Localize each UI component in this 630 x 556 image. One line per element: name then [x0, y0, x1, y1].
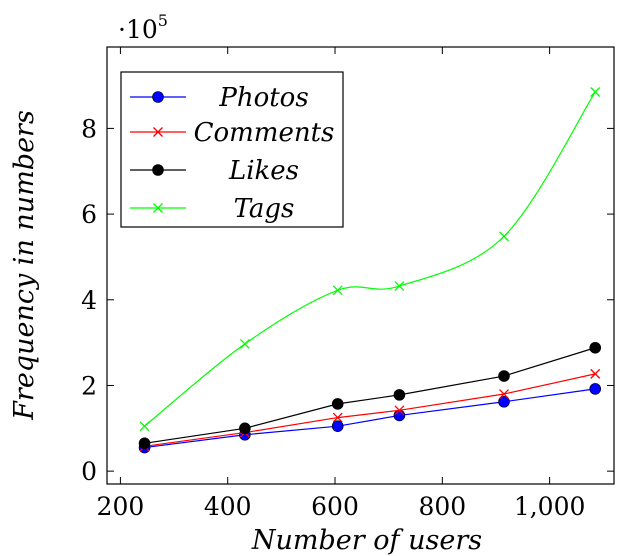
data-point-comments — [590, 368, 601, 379]
legend-item-likes: Likes — [130, 156, 299, 186]
data-point-likes — [393, 389, 406, 401]
legend-label-comments: Comments — [194, 118, 335, 148]
legend-item-tags: Tags — [130, 194, 294, 224]
y-scale-exponent: 5 — [158, 11, 168, 30]
data-point-tags — [139, 421, 150, 432]
data-point-likes — [239, 422, 251, 435]
x-tick-label: 600 — [311, 492, 359, 521]
series-line-photos — [144, 388, 596, 449]
x-tick-label: 800 — [418, 492, 466, 521]
series-photos — [138, 383, 602, 454]
y-tick-label: 2 — [81, 371, 97, 400]
data-point-likes — [589, 341, 602, 354]
data-point-likes — [498, 370, 510, 382]
series-likes — [138, 341, 602, 450]
data-point-tags — [499, 231, 509, 242]
y-axis-title: Frequency in numbers — [9, 110, 40, 421]
data-point-likes — [331, 398, 344, 410]
data-point-photos — [498, 395, 510, 408]
y-tick-label: 8 — [81, 114, 97, 143]
x-axis-title: Number of users — [251, 525, 482, 556]
legend-label-tags: Tags — [234, 194, 295, 224]
legend-label-photos: Photos — [218, 83, 308, 113]
series-line-tags — [144, 91, 596, 427]
x-axis-ticks: 200 400 600 800 1,000 — [97, 47, 586, 521]
data-point-tags — [332, 285, 343, 296]
y-tick-label: 4 — [81, 286, 97, 315]
y-axis-ticks: 0 2 4 6 8 — [81, 114, 614, 486]
x-tick-label: 400 — [204, 492, 252, 521]
plot-frame — [106, 46, 615, 485]
legend-item-comments: Comments — [130, 118, 334, 148]
data-point-tags — [239, 338, 250, 349]
y-tick-label: 0 — [81, 457, 97, 486]
data-point-photos — [393, 409, 406, 422]
x-tick-label: 200 — [97, 492, 145, 521]
legend-swatch-marker — [153, 203, 163, 213]
x-tick-label: 1,000 — [514, 492, 586, 521]
legend-swatch-marker — [153, 127, 163, 137]
y-tick-label: 6 — [81, 200, 97, 229]
data-point-likes — [138, 437, 151, 450]
data-point-comments — [394, 405, 405, 416]
y-scale-label: ·105 — [118, 11, 168, 44]
series-comments — [139, 368, 601, 452]
legend: Photos Comments Likes Tags — [120, 71, 344, 228]
data-point-tags — [590, 87, 601, 97]
series-line-comments — [144, 373, 596, 447]
legend-swatch-marker — [152, 91, 164, 103]
plot-area: 200 400 600 800 1,000 0 2 4 6 8 — [81, 46, 615, 521]
data-point-comments — [332, 412, 343, 423]
y-scale-base: ·10 — [118, 15, 158, 44]
data-point-photos — [589, 383, 602, 395]
legend-label-likes: Likes — [228, 156, 299, 186]
series-layer — [138, 87, 602, 454]
data-point-comments — [499, 389, 509, 399]
series-tags — [139, 87, 601, 432]
series-line-likes — [144, 347, 596, 444]
data-point-photos — [331, 420, 344, 432]
data-point-tags — [394, 281, 405, 292]
legend-item-photos: Photos — [130, 83, 309, 113]
legend-swatch-marker — [152, 164, 164, 176]
